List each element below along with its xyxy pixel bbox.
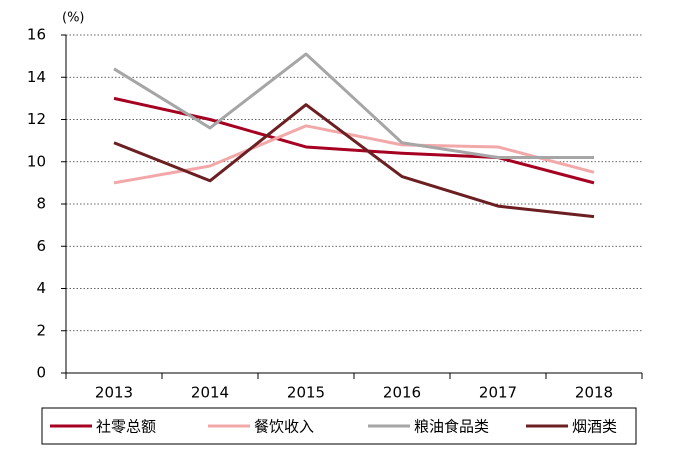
- y-tick-label: 14: [27, 68, 46, 86]
- series-line: [113, 103, 595, 219]
- y-tick-label: 2: [36, 321, 46, 339]
- y-tick-label: 4: [36, 279, 46, 297]
- x-tick-label: 2017: [479, 384, 517, 402]
- y-tick-label: 12: [27, 110, 46, 128]
- legend-box: [41, 407, 637, 445]
- legend-label: 餐饮收入: [254, 418, 314, 436]
- series-line: [113, 124, 595, 185]
- x-tick-label: 2015: [287, 384, 325, 402]
- x-tick-label: 2013: [95, 384, 133, 402]
- series-line: [113, 96, 595, 185]
- x-tick-label: 2016: [383, 384, 421, 402]
- y-tick-label: 0: [36, 364, 46, 382]
- y-tick-label: 10: [27, 152, 46, 170]
- x-tick-label: 2018: [575, 384, 613, 402]
- y-tick-label: 8: [36, 195, 46, 213]
- x-tick-label: 2014: [191, 384, 229, 402]
- legend-label: 烟酒类: [572, 418, 617, 436]
- legend-label: 社零总额: [96, 418, 156, 436]
- y-tick-label: 6: [36, 237, 46, 255]
- y-tick-label: 16: [27, 26, 46, 44]
- y-unit-label: (%): [62, 11, 85, 26]
- series-line: [113, 52, 594, 160]
- legend-label: 粮油食品类: [414, 418, 489, 436]
